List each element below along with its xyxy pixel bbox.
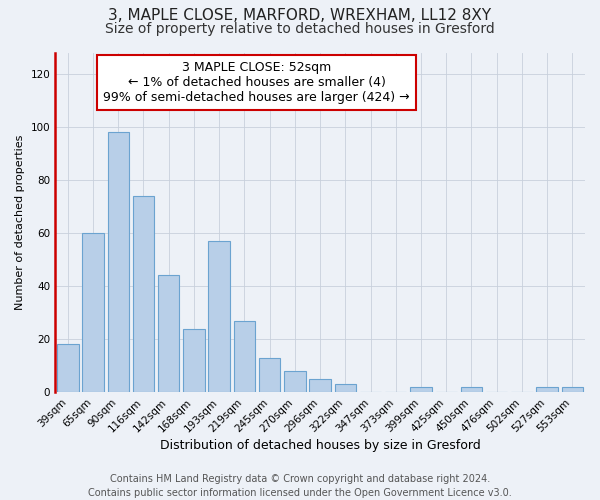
Bar: [284, 371, 305, 392]
Bar: [410, 387, 432, 392]
Bar: [57, 344, 79, 392]
Text: Contains HM Land Registry data © Crown copyright and database right 2024.
Contai: Contains HM Land Registry data © Crown c…: [88, 474, 512, 498]
Text: 3 MAPLE CLOSE: 52sqm
← 1% of detached houses are smaller (4)
99% of semi-detache: 3 MAPLE CLOSE: 52sqm ← 1% of detached ho…: [103, 61, 410, 104]
Text: 3, MAPLE CLOSE, MARFORD, WREXHAM, LL12 8XY: 3, MAPLE CLOSE, MARFORD, WREXHAM, LL12 8…: [109, 8, 491, 22]
Bar: [208, 241, 230, 392]
X-axis label: Distribution of detached houses by size in Gresford: Distribution of detached houses by size …: [160, 440, 481, 452]
Bar: [107, 132, 129, 392]
Bar: [233, 320, 255, 392]
Bar: [562, 387, 583, 392]
Text: Size of property relative to detached houses in Gresford: Size of property relative to detached ho…: [105, 22, 495, 36]
Bar: [536, 387, 558, 392]
Bar: [310, 379, 331, 392]
Bar: [461, 387, 482, 392]
Bar: [335, 384, 356, 392]
Bar: [183, 328, 205, 392]
Bar: [133, 196, 154, 392]
Bar: [259, 358, 280, 392]
Y-axis label: Number of detached properties: Number of detached properties: [15, 134, 25, 310]
Bar: [82, 233, 104, 392]
Bar: [158, 276, 179, 392]
